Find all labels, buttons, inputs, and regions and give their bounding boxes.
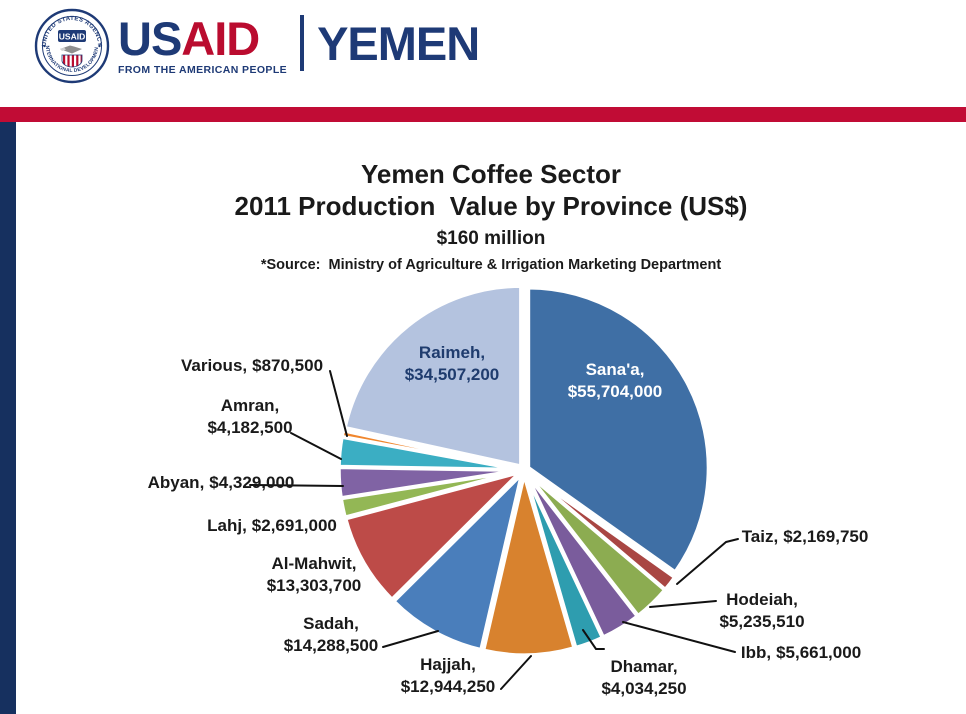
leader-line-sadah [382,630,439,648]
pie-label-lahj: Lahj, $2,691,000 [207,516,337,535]
pie-label-almahwit: Al-Mahwit, $13,303,700 [266,554,362,595]
slide-header: UNITED STATES AGENCY INTERNATIONAL DEVEL… [0,0,966,107]
pie-label-various: Various, $870,500 [180,356,324,375]
pie-label-hajjah: Hajjah, $12,944,250 [400,655,496,696]
usaid-tagline: FROM THE AMERICAN PEOPLE [118,63,288,76]
pie-label-raimeh: Raimeh, $34,507,200 [404,343,500,384]
mission-name: YEMEN [317,16,480,70]
pie-slice-hajjah [481,473,576,657]
leader-line-amran [290,432,342,460]
pie-label-hodeiah: Hodeiah, $5,235,510 [719,590,805,631]
leader-line-dhamar [582,629,605,650]
pie-slice-various [340,428,521,471]
leader-line-hajjah [500,655,532,690]
navy-side-bar [0,122,16,714]
chart-title-block: Yemen Coffee Sector 2011 Production Valu… [16,160,966,276]
pie-label-amran: Amran, $4,182,500 [207,396,293,437]
leader-line-hodeiah [649,600,717,608]
pie-label-taiz: Taiz, $2,169,750 [741,527,869,546]
chart-total-value: $160 million [436,228,546,249]
pie-label-ibb: Ibb, $5,661,000 [740,643,862,662]
leader-line-ibb [622,621,736,653]
pie-label-abyan: Abyan, $4,329,000 [147,473,295,492]
svg-text:USAID: USAID [59,32,85,42]
pie-label-sadah: Sadah, $14,288,500 [283,614,379,655]
chart-title-line2: 2011 Production Value by Province (US$) [234,191,748,221]
pie-label-sanaa: Sana'a, $55,704,000 [567,360,663,401]
wordmark-aid: AID [181,11,260,65]
usaid-seal-icon: UNITED STATES AGENCY INTERNATIONAL DEVEL… [34,8,110,84]
leader-line-various [329,370,348,437]
usaid-wordmark: USAID [118,15,287,62]
chart-source-note: *Source: Ministry of Agriculture & Irrig… [260,257,722,273]
leader-line-abyan [249,484,344,487]
pie-label-dhamar: Dhamar, $4,034,250 [601,657,687,698]
wordmark-divider [300,15,305,71]
red-accent-bar [0,107,966,122]
chart-title-line1: Yemen Coffee Sector [360,159,622,189]
pie-slice-almahwit [343,470,522,602]
pie-slice-raimeh [343,284,523,468]
leader-line-taiz [676,538,739,585]
wordmark-us: US [118,11,182,65]
pie-slice-sanaa [526,285,711,574]
